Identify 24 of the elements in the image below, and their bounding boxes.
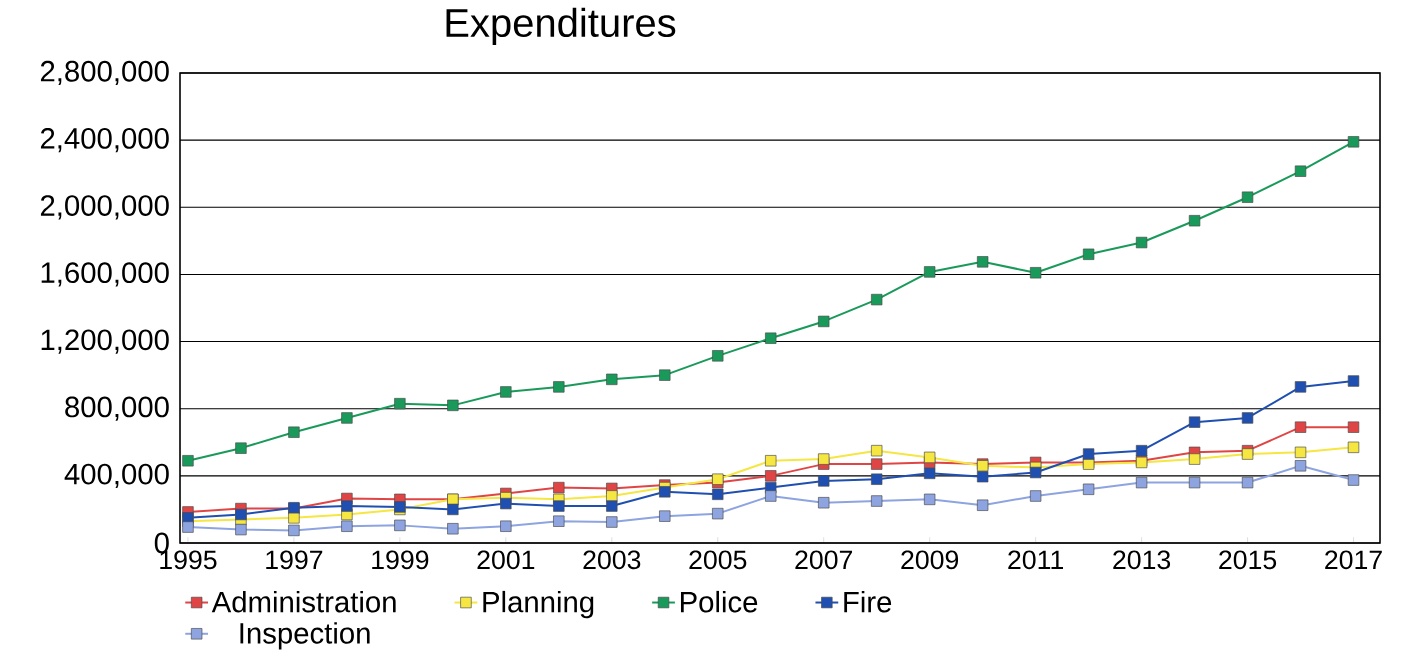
x-tick-label: 2009 xyxy=(901,550,959,570)
x-tick-label: 2011 xyxy=(1008,550,1063,570)
y-tick-label: 2,400,000 xyxy=(40,128,169,153)
y-tick-label: 400,000 xyxy=(64,463,169,488)
x-tick-label: 1999 xyxy=(372,550,429,570)
legend-label: Fire xyxy=(844,590,892,613)
x-tick-label: 2013 xyxy=(1113,550,1171,570)
x-tick-label: 2001 xyxy=(477,550,535,570)
x-tick-label: 2005 xyxy=(689,550,747,570)
x-tick-label: 1997 xyxy=(266,550,323,570)
x-tick-label: 2017 xyxy=(1325,550,1382,570)
legend-label: Inspection xyxy=(240,622,370,650)
y-tick-label: 2,000,000 xyxy=(40,195,169,220)
legend-label: Planning xyxy=(483,590,594,619)
x-tick-label: 2007 xyxy=(795,550,853,570)
y-tick-label: 800,000 xyxy=(65,396,169,421)
legend-label: Police xyxy=(680,590,758,613)
chart-title: Expenditures xyxy=(446,7,676,45)
x-tick-label: 2015 xyxy=(1219,550,1277,570)
x-tick-label: 2003 xyxy=(583,550,641,570)
y-tick-label: 1,600,000 xyxy=(41,262,169,287)
y-tick-label: 2,800,000 xyxy=(40,60,169,86)
legend-label: Administration xyxy=(211,590,396,613)
y-tick-label: 1,200,000 xyxy=(41,329,169,354)
